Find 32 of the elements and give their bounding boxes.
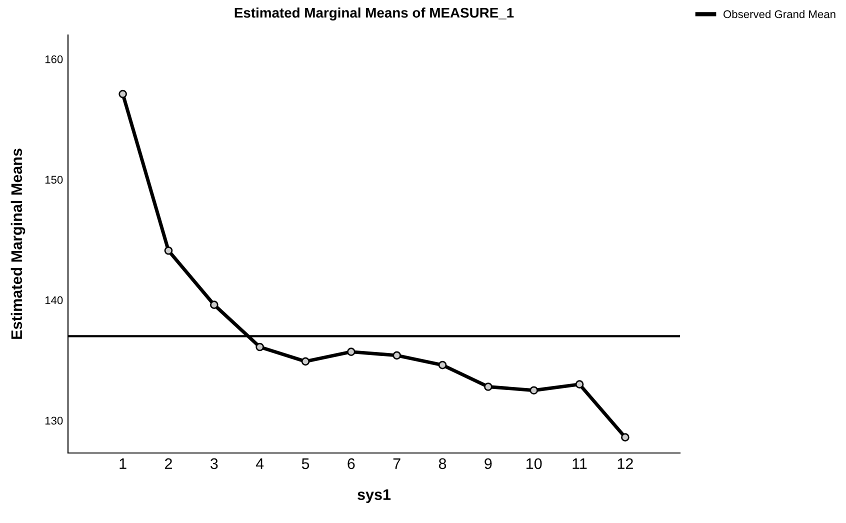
x-tick-label: 8: [438, 458, 446, 470]
point: [118, 90, 127, 98]
point: [484, 382, 492, 391]
point: [530, 386, 538, 395]
point: [164, 246, 173, 255]
point: [621, 433, 630, 442]
x-tick-label: 11: [572, 458, 587, 469]
y-tick-label: 150: [45, 176, 63, 184]
x-tick-label: 9: [484, 458, 492, 470]
legend-label: Observed Grand Mean: [724, 10, 836, 18]
point: [210, 300, 218, 309]
point: [256, 342, 264, 352]
point: [575, 380, 584, 389]
x-tick-label: 3: [210, 458, 218, 470]
x-tick-label: 4: [256, 458, 264, 469]
x-tick-label: 12: [618, 458, 633, 469]
y-tick-label: 160: [45, 55, 63, 64]
x-axis-title: sys1: [358, 489, 391, 504]
x-tick-label: 10: [526, 458, 542, 470]
point: [438, 360, 447, 370]
x-tick-label: 7: [393, 458, 400, 469]
point: [301, 357, 310, 366]
x-tick-label: 5: [302, 458, 310, 470]
x-tick-label: 1: [120, 458, 126, 469]
point: [346, 348, 356, 356]
y-tick-label: 130: [45, 416, 63, 425]
y-axis-title: Estimated Marginal Means: [10, 148, 26, 339]
x-tick-label: 2: [165, 458, 172, 469]
point: [392, 351, 402, 360]
x-tick-label: 6: [348, 458, 355, 470]
y-tick-label: 140: [45, 296, 63, 304]
chart-title: Estimated Marginal Means of MEASURE_1: [234, 7, 514, 21]
